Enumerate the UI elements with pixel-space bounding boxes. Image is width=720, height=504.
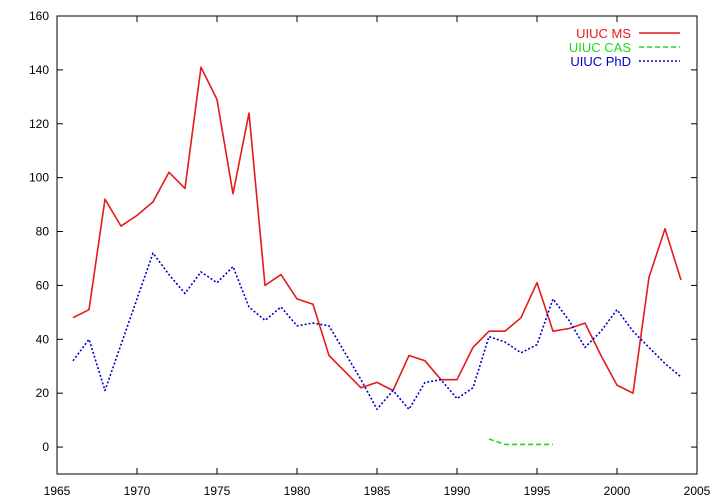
y-tick-label: 0 — [42, 440, 49, 454]
y-tick-label: 20 — [36, 386, 50, 400]
y-tick-label: 100 — [29, 171, 49, 185]
x-tick-label: 1985 — [364, 484, 391, 498]
x-tick-label: 1970 — [124, 484, 151, 498]
plot-frame — [56, 15, 698, 475]
x-tick-label: 1975 — [204, 484, 231, 498]
y-tick-label: 40 — [36, 332, 50, 346]
y-tick-label: 160 — [29, 9, 49, 23]
x-tick-label: 1965 — [44, 484, 71, 498]
y-tick-label: 60 — [36, 278, 50, 292]
legend-label-1: UIUC CAS — [569, 40, 631, 55]
legend-label-0: UIUC MS — [576, 26, 631, 41]
series-lines — [72, 66, 682, 446]
x-tick-label: 2005 — [684, 484, 711, 498]
y-tick-label: 80 — [36, 225, 50, 239]
y-tick-label: 140 — [29, 63, 49, 77]
x-tick-label: 1980 — [284, 484, 311, 498]
x-tick-label: 1990 — [444, 484, 471, 498]
x-tick-label: 2000 — [604, 484, 631, 498]
series-line-1 — [488, 438, 553, 446]
legend-label-2: UIUC PhD — [570, 54, 631, 69]
series-line-0 — [72, 66, 682, 395]
axis-ticks: 1965 1970 1975 1980 1985 1990 1995 2000 2005 0 20 4… — [29, 9, 711, 498]
x-tick-label: 1995 — [524, 484, 551, 498]
series-line-2 — [72, 252, 682, 411]
y-tick-label: 120 — [29, 117, 49, 131]
